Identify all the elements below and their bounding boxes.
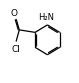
Text: O: O	[11, 9, 18, 18]
Text: H₂N: H₂N	[38, 13, 54, 22]
Text: Cl: Cl	[12, 45, 21, 54]
